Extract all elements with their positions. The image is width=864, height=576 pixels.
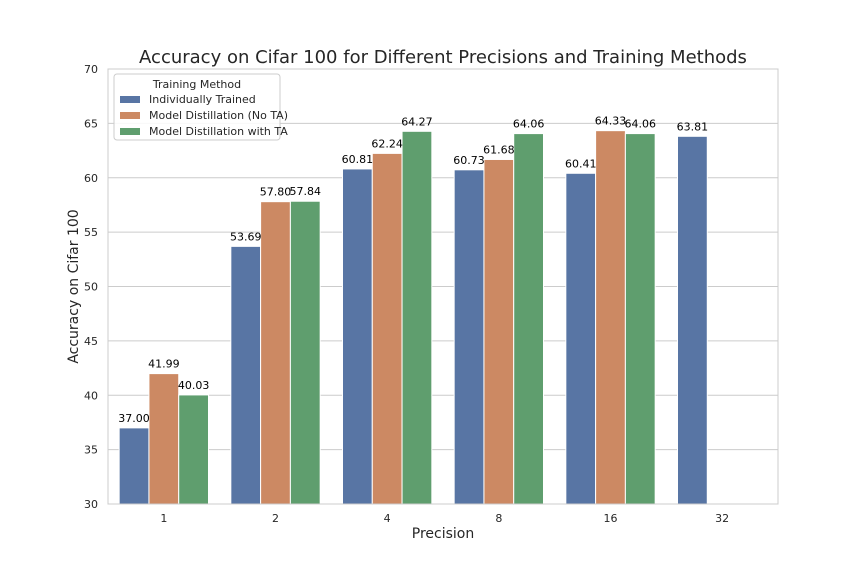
x-tick-label: 8: [495, 512, 502, 525]
x-tick-label: 1: [160, 512, 167, 525]
legend-swatch: [120, 96, 140, 103]
bar: [118, 427, 150, 505]
bar: [453, 169, 485, 505]
x-tick-label: 2: [272, 512, 279, 525]
y-tick-label: 30: [84, 498, 98, 511]
y-tick-label: 45: [84, 335, 98, 348]
data-label: 64.06: [513, 118, 545, 131]
bar: [260, 201, 291, 505]
bar: [565, 172, 597, 505]
x-axis-title: Precision: [412, 526, 474, 542]
legend: Training Method Individually Trained Mode…: [113, 73, 288, 141]
bar: [342, 168, 373, 505]
x-tick-labels: 1 2 4 8 16 32: [160, 512, 729, 525]
y-tick-label: 40: [84, 389, 98, 402]
bars: [118, 130, 708, 505]
legend-swatch: [120, 128, 140, 135]
x-tick-label: 4: [384, 512, 391, 525]
data-label: 57.84: [290, 185, 322, 198]
data-label: 60.41: [565, 157, 597, 170]
legend-box: [113, 73, 281, 141]
data-label: 63.81: [677, 120, 709, 133]
bar: [371, 152, 403, 505]
data-label: 41.99: [148, 358, 180, 371]
bar: [483, 158, 515, 505]
y-tick-label: 60: [84, 172, 98, 185]
data-label: 53.69: [230, 230, 262, 243]
bar: [624, 133, 656, 505]
bar: [513, 133, 545, 505]
bar: [230, 245, 262, 505]
data-label: 40.03: [178, 379, 210, 392]
legend-title: Training Method: [152, 78, 241, 91]
y-tick-label: 55: [84, 226, 98, 239]
plot-frame: [107, 68, 779, 505]
y-tick-label: 35: [84, 444, 98, 457]
legend-entry-label: Model Distillation (No TA): [149, 109, 288, 122]
data-label: 62.24: [371, 137, 403, 150]
data-label: 60.73: [453, 154, 485, 167]
y-tick-label: 50: [84, 281, 98, 294]
data-label: 57.80: [260, 186, 292, 199]
y-axis-title: Accuracy on Cifar 100: [66, 209, 82, 363]
bar: [401, 130, 433, 505]
bar: [677, 135, 708, 505]
legend-entry-label: Model Distillation with TA: [149, 125, 288, 138]
y-tick-labels: 30 35 40 45 50 55 60 65 70: [84, 63, 98, 511]
bar: [148, 373, 180, 505]
legend-swatch: [120, 112, 140, 119]
bar: [289, 200, 321, 505]
data-label: 60.81: [342, 153, 374, 166]
legend-entry-label: Individually Trained: [149, 93, 256, 106]
x-tick-label: 32: [715, 512, 729, 525]
data-label: 61.68: [483, 143, 515, 156]
data-label: 64.27: [401, 115, 433, 128]
y-tick-label: 70: [84, 63, 98, 76]
x-tick-label: 16: [604, 512, 618, 525]
data-label: 64.06: [625, 118, 657, 131]
bar: [595, 130, 626, 505]
y-tick-label: 65: [84, 117, 98, 130]
bar: [178, 394, 210, 505]
chart-title: Accuracy on Cifar 100 for Different Prec…: [139, 47, 747, 68]
data-label: 37.00: [118, 412, 150, 425]
data-label: 64.33: [595, 115, 627, 128]
legend-items: Individually Trained Model Distillation (…: [120, 93, 288, 138]
